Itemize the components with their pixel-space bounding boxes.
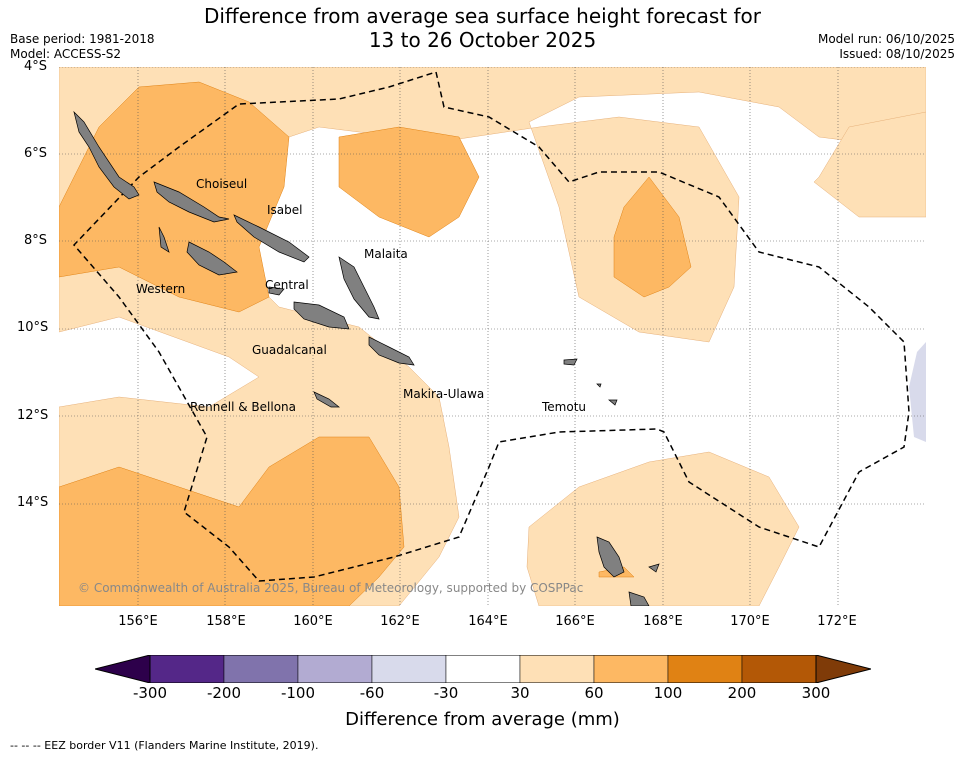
lat-tick-14s: 14°S	[17, 495, 49, 510]
base-period: Base period: 1981-2018	[10, 32, 155, 46]
colorbar-segment	[667, 655, 743, 683]
lon-tick-158e: 158°E	[206, 614, 246, 629]
label-guadalcanal: Guadalcanal	[252, 343, 327, 357]
lat-tick-8s: 8°S	[24, 233, 48, 248]
colorbar-outline	[149, 655, 817, 683]
island-choiseul-west	[73, 110, 140, 200]
band-30-60-east	[813, 111, 926, 218]
colorbar-segment	[445, 655, 521, 683]
colorbar-label: 300	[801, 684, 831, 702]
island-western-a	[158, 226, 170, 253]
issued-date: Issued: 08/10/2025	[839, 47, 955, 61]
lon-tick-168e: 168°E	[643, 614, 683, 629]
colorbar-label: 30	[510, 684, 530, 702]
label-western: Western	[136, 282, 186, 296]
island-vanuatu-a	[596, 536, 625, 578]
island-guadalcanal	[293, 301, 350, 330]
colorbar-label: -200	[206, 684, 242, 702]
colorbar-segment	[297, 655, 373, 683]
lat-tick-6s: 6°S	[24, 146, 48, 161]
colorbar-label: -100	[280, 684, 316, 702]
colorbar-label: 200	[727, 684, 757, 702]
islands	[73, 110, 660, 606]
model-name: Model: ACCESS-S2	[10, 47, 122, 61]
island-choiseul	[153, 181, 230, 223]
colorbar-label: -30	[433, 684, 459, 702]
band-60-100-south	[59, 436, 405, 606]
copyright-notice: © Commonwealth of Australia 2025, Bureau…	[78, 581, 584, 595]
colorbar-label: -300	[132, 684, 168, 702]
label-temotu: Temotu	[542, 400, 587, 414]
island-makira	[368, 336, 415, 366]
island-western-b	[186, 241, 238, 276]
island-vanuatu-c	[648, 563, 660, 573]
island-malaita	[338, 256, 380, 320]
lon-tick-156e: 156°E	[118, 614, 158, 629]
colorbar-label: 60	[584, 684, 604, 702]
band-60-100-central	[338, 126, 480, 238]
colorbar-segment	[371, 655, 447, 683]
label-central: Central	[265, 278, 309, 292]
label-choiseul: Choiseul	[196, 177, 248, 191]
model-run: Model run: 06/10/2025	[817, 32, 955, 46]
label-malaita: Malaita	[364, 247, 408, 261]
title-line-2: 13 to 26 October 2025	[368, 28, 597, 52]
colorbar-segment	[519, 655, 595, 683]
band-60-100-east	[613, 176, 692, 298]
island-temotu-a	[563, 358, 578, 366]
label-isabel: Isabel	[267, 203, 303, 217]
colorbar-segment	[149, 655, 225, 683]
eez-legend: -- -- -- EEZ border V11 (Flanders Marine…	[10, 739, 319, 752]
colorbar-segments	[149, 655, 817, 683]
label-makira-ulawa: Makira-Ulawa	[403, 387, 485, 401]
contour-neg60-neg30	[909, 342, 926, 442]
colorbar-label: 100	[653, 684, 683, 702]
island-isabel	[233, 214, 310, 263]
colorbar-label: -60	[359, 684, 385, 702]
colorbar-low-extend	[95, 655, 151, 683]
colorbar-title: Difference from average (mm)	[345, 709, 620, 730]
colorbar-segment	[593, 655, 669, 683]
lon-tick-166e: 166°E	[555, 614, 595, 629]
lon-tick-170e: 170°E	[730, 614, 770, 629]
colorbar-segment	[223, 655, 299, 683]
island-temotu-b	[596, 383, 602, 388]
run-info: Model run: 06/10/2025 Issued: 08/10/2025	[818, 32, 955, 62]
lat-tick-12s: 12°S	[17, 408, 49, 423]
map-gridlines	[59, 67, 926, 606]
colorbar-high-extend	[815, 655, 871, 683]
colorbar	[95, 655, 871, 683]
lon-tick-162e: 162°E	[380, 614, 420, 629]
island-temotu-c	[608, 399, 618, 406]
label-rennell-bellona: Rennell & Bellona	[190, 400, 297, 414]
lat-tick-10s: 10°S	[17, 320, 49, 335]
title-line-1: Difference from average sea surface heig…	[203, 4, 762, 28]
map-title: Difference from average sea surface heig…	[0, 4, 965, 52]
lon-tick-160e: 160°E	[293, 614, 333, 629]
lon-tick-172e: 172°E	[817, 614, 857, 629]
colorbar-segment	[741, 655, 817, 683]
lon-tick-164e: 164°E	[468, 614, 508, 629]
contour-60-100	[59, 81, 692, 606]
island-rennell	[313, 391, 340, 408]
island-vanuatu-b	[628, 591, 650, 606]
lat-tick-4s: 4°S	[24, 59, 48, 74]
sea-level-map	[59, 67, 926, 606]
model-info: Base period: 1981-2018 Model: ACCESS-S2	[10, 32, 155, 62]
island-central	[268, 286, 285, 296]
band-neg-east	[909, 342, 926, 442]
